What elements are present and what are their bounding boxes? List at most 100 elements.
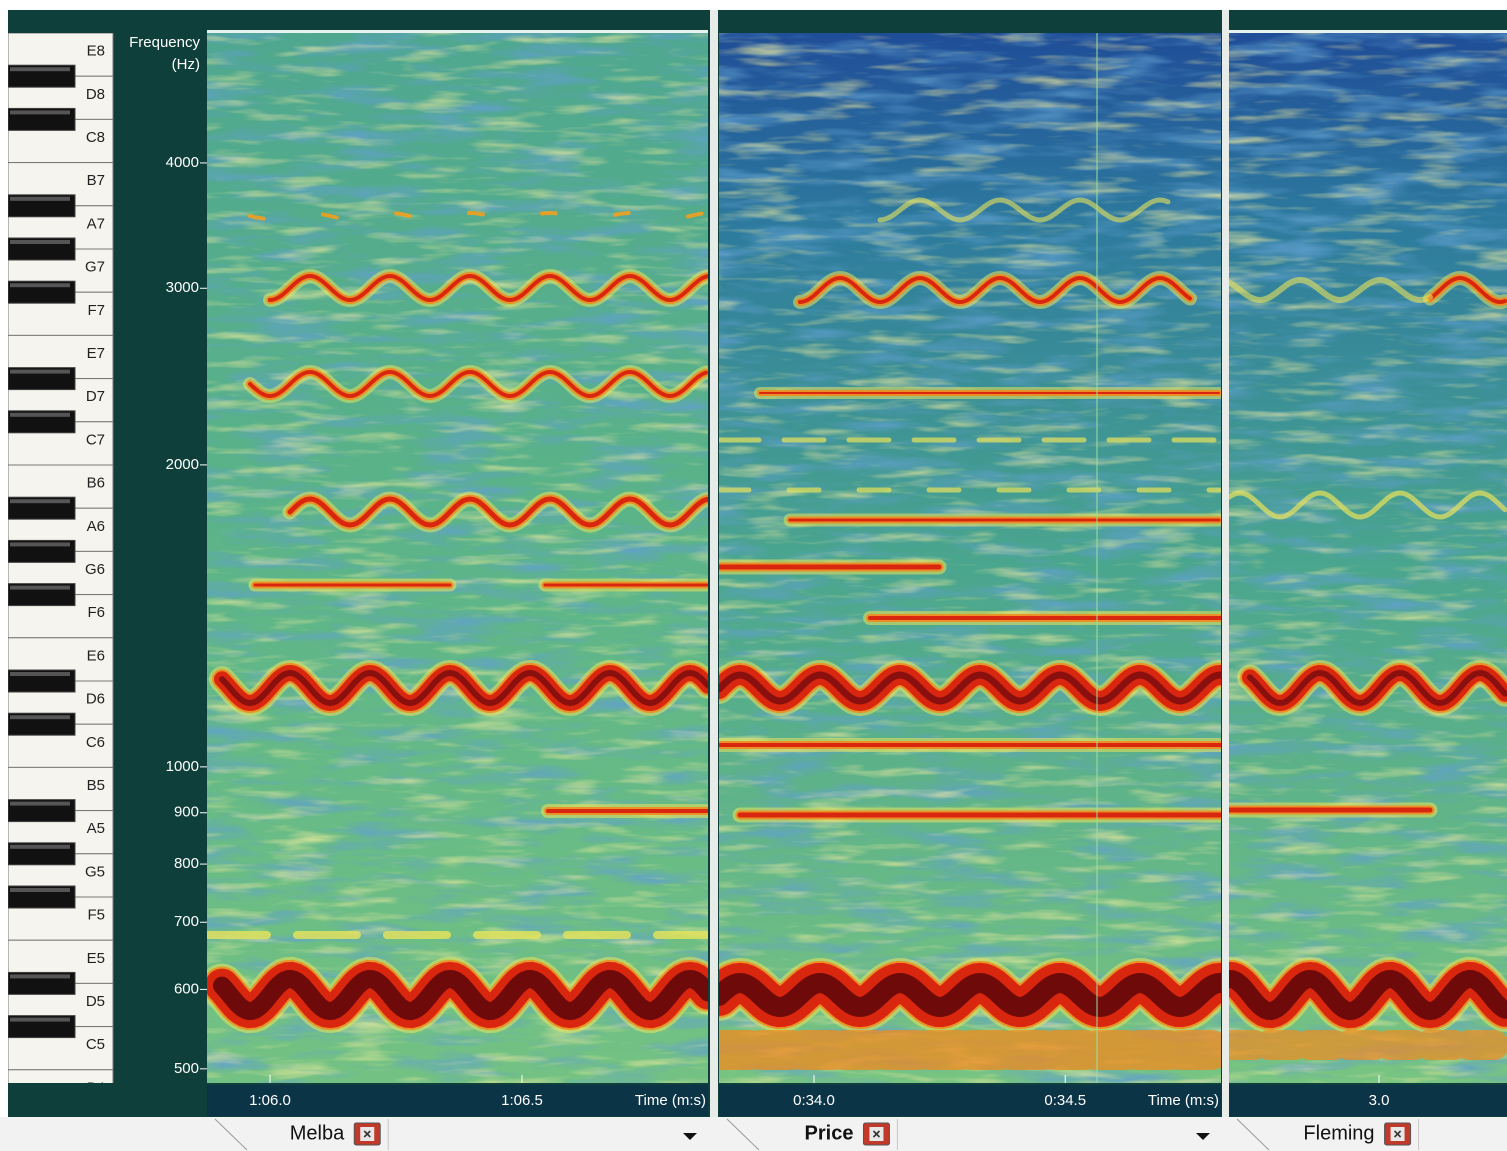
time-tick-label: 1:06.0 xyxy=(249,1092,291,1109)
key-label: F7 xyxy=(87,302,105,319)
tab-close-glyph xyxy=(872,1130,881,1138)
key-label: E7 xyxy=(87,345,105,362)
harmonic-trace xyxy=(877,197,1171,223)
key-label: A5 xyxy=(87,820,105,837)
tab-name[interactable]: Melba xyxy=(290,1122,345,1144)
key-label: B6 xyxy=(87,475,105,492)
black-key-shine xyxy=(10,542,70,547)
harmonic-trace xyxy=(1229,490,1507,520)
panes: 1:06.0 1:06.5 Time (m:s) 0:34.0 0:34.5 Time (… xyxy=(207,30,1507,1116)
key-label: D8 xyxy=(86,86,105,103)
frequency-tick-label: 800 xyxy=(174,855,199,872)
black-key-shine xyxy=(10,196,70,201)
tab-shape xyxy=(214,1118,248,1151)
key-label: C5 xyxy=(86,1036,105,1053)
harmonic-trace xyxy=(213,969,708,1021)
black-key-shine xyxy=(10,715,70,720)
frequency-tick-label: 3000 xyxy=(166,279,199,296)
spectrogram-noise xyxy=(1229,33,1507,1083)
black-key-shine xyxy=(10,283,70,288)
frequency-tick-label: 4000 xyxy=(166,154,199,171)
harmonic-trace xyxy=(719,972,1221,1018)
black-key-shine xyxy=(10,585,70,590)
pane-top-border xyxy=(719,30,1221,33)
frequency-axis-unit: (Hz) xyxy=(172,56,200,73)
key-label: F6 xyxy=(87,604,105,621)
spectrogram-noise xyxy=(207,33,708,1083)
key-label: C7 xyxy=(86,431,105,448)
black-key-shine xyxy=(10,974,70,979)
time-tick-label: 0:34.0 xyxy=(793,1092,835,1109)
key-label: E8 xyxy=(87,43,105,60)
harmonic-trace xyxy=(1229,276,1433,304)
tab-dropdown[interactable] xyxy=(1196,1133,1210,1140)
white-key xyxy=(8,1069,114,1083)
tab-close-glyph xyxy=(1394,1130,1402,1138)
time-axis-label: Time (m:s) xyxy=(1148,1092,1219,1109)
left-margin xyxy=(0,0,8,1117)
time-axis-label: Time (m:s) xyxy=(635,1092,706,1109)
tab-bar xyxy=(0,1117,1507,1151)
harmonic-trace xyxy=(219,669,708,707)
frequency-tick-label: 700 xyxy=(174,913,199,930)
key-label: G6 xyxy=(85,561,105,578)
tab-name[interactable]: Price xyxy=(805,1122,854,1144)
harmonic-trace xyxy=(248,210,708,222)
time-tick-label: 3.0 xyxy=(1369,1092,1390,1109)
harmonic-trace xyxy=(287,496,708,528)
black-key-shine xyxy=(10,412,70,417)
tab-shape xyxy=(726,1118,760,1151)
frequency-tick-label: 2000 xyxy=(166,456,199,473)
black-key-shine xyxy=(10,110,70,115)
frequency-tick-label: 500 xyxy=(174,1060,199,1077)
tab-dropdown[interactable] xyxy=(683,1133,697,1140)
harmonic-trace xyxy=(1247,669,1507,707)
spectrogram-pane xyxy=(1229,33,1507,1083)
frequency-axis-title: Frequency xyxy=(129,34,200,51)
black-key-shine xyxy=(10,888,70,892)
frequency-tick-label: 600 xyxy=(174,980,199,997)
key-label: A6 xyxy=(87,518,105,535)
frequency-tick-label: 900 xyxy=(174,804,199,821)
pane-top-border xyxy=(207,30,708,33)
harmonic-trace xyxy=(1229,969,1507,1021)
time-axis-bar xyxy=(1229,1085,1507,1116)
tab-shape xyxy=(1236,1118,1270,1151)
frequency-tick-label: 1000 xyxy=(166,758,199,775)
black-key-shine xyxy=(10,844,70,849)
black-key-shine xyxy=(10,369,70,374)
top-margin xyxy=(0,0,1507,10)
time-axis-bar xyxy=(719,1085,1221,1116)
tab-name[interactable]: Fleming xyxy=(1303,1122,1374,1144)
harmonic-trace xyxy=(798,275,1192,305)
key-label: G7 xyxy=(85,259,105,276)
spectrogram-pane xyxy=(207,33,708,1083)
key-label: F5 xyxy=(87,907,105,924)
harmonic-trace xyxy=(248,369,708,399)
pane-top-border xyxy=(1229,30,1507,33)
time-axis-bar xyxy=(207,1085,708,1116)
harmonic-trace xyxy=(268,273,708,303)
black-key-shine xyxy=(10,240,70,244)
key-label: D6 xyxy=(86,691,105,708)
harmonic-trace xyxy=(1428,275,1507,305)
key-label: A7 xyxy=(87,215,105,232)
harmonic-trace xyxy=(719,671,1221,705)
spectrogram-pane xyxy=(719,33,1221,1083)
tab-close-glyph xyxy=(363,1130,371,1138)
key-label: G5 xyxy=(85,863,105,880)
key-label: B4 xyxy=(87,1079,105,1096)
key-label: E6 xyxy=(87,647,105,664)
time-tick-label: 0:34.5 xyxy=(1044,1092,1086,1109)
key-label: C6 xyxy=(86,734,105,751)
black-key-shine xyxy=(10,1017,70,1022)
spectrogram-noise xyxy=(719,33,1221,1083)
black-key-shine xyxy=(10,67,70,72)
pane-separator xyxy=(1222,10,1229,1117)
key-label: D5 xyxy=(86,993,105,1010)
key-label: E5 xyxy=(87,950,105,967)
frequency-axis: 500 600 700 800 900 1000 2000 3000 4000 xyxy=(166,154,207,1077)
piano-keyboard: E8 D8 C8 B7 A7 G7 F7 E7 D7 C7 B6 A6 G6 F6 E6 D6 C6 B5 A5 G5… xyxy=(8,33,114,1096)
